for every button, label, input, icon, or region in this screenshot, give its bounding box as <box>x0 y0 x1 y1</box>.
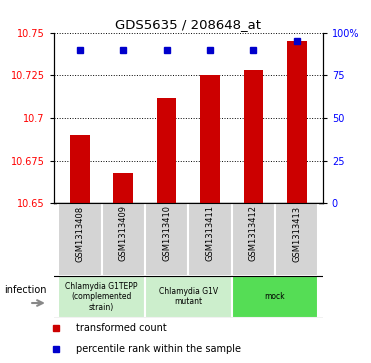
Bar <box>145 276 232 318</box>
Text: GSM1313410: GSM1313410 <box>162 205 171 261</box>
Bar <box>58 276 145 318</box>
Text: percentile rank within the sample: percentile rank within the sample <box>76 344 241 354</box>
Text: GSM1313411: GSM1313411 <box>206 205 214 261</box>
Text: infection: infection <box>4 285 46 295</box>
Bar <box>157 98 176 203</box>
Text: GSM1313409: GSM1313409 <box>119 205 128 261</box>
Title: GDS5635 / 208648_at: GDS5635 / 208648_at <box>115 19 261 32</box>
Text: mock: mock <box>265 292 285 301</box>
Text: Chlamydia G1TEPP
(complemented
strain): Chlamydia G1TEPP (complemented strain) <box>65 282 138 312</box>
Text: transformed count: transformed count <box>76 323 167 333</box>
Text: GSM1313412: GSM1313412 <box>249 205 258 261</box>
Text: Chlamydia G1V
mutant: Chlamydia G1V mutant <box>159 287 218 306</box>
Bar <box>232 276 318 318</box>
Bar <box>287 41 306 203</box>
Bar <box>188 203 232 276</box>
Text: GSM1313408: GSM1313408 <box>75 205 84 262</box>
Bar <box>232 203 275 276</box>
Bar <box>145 203 188 276</box>
Bar <box>114 172 133 203</box>
Bar <box>58 203 102 276</box>
Text: GSM1313413: GSM1313413 <box>292 205 301 262</box>
Bar <box>275 203 318 276</box>
Bar <box>244 70 263 203</box>
Bar <box>200 76 220 203</box>
Bar <box>70 135 89 203</box>
Bar <box>102 203 145 276</box>
